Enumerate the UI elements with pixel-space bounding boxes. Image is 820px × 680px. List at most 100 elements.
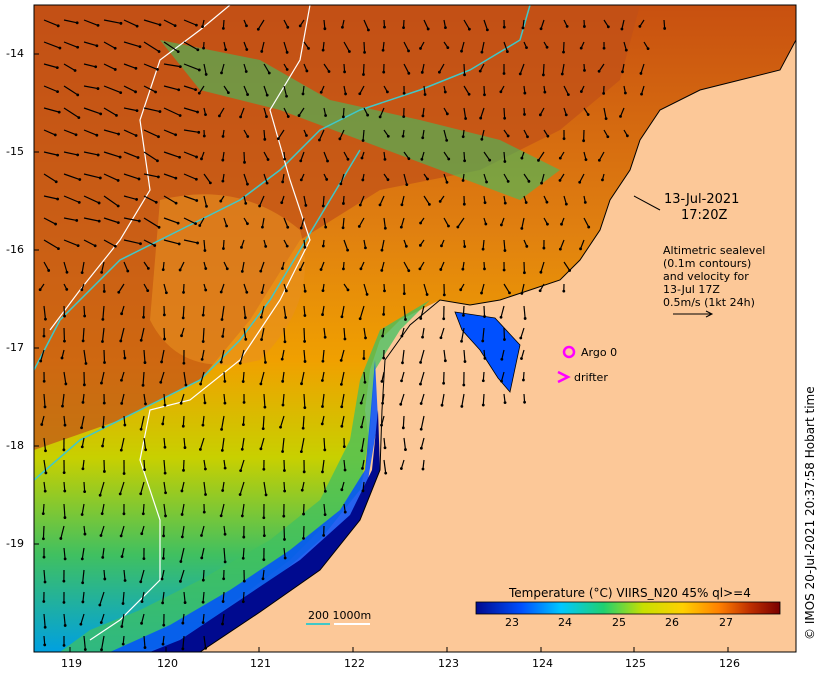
velocity-arrow [198, 85, 205, 94]
velocity-arrow [41, 415, 45, 425]
velocity-arrow [80, 415, 85, 428]
velocity-arrow-head [623, 91, 627, 95]
velocity-arrow [181, 525, 185, 538]
velocity-arrow-head [321, 313, 324, 316]
velocity-arrow-head [560, 222, 563, 226]
velocity-arrow-head [65, 288, 69, 291]
velocity-arrow-head [523, 317, 527, 320]
velocity-arrow-head [157, 50, 161, 53]
velocity-arrow-head [568, 269, 572, 272]
velocity-arrow [103, 173, 119, 181]
y-tick-label: -18 [6, 439, 24, 452]
velocity-arrow [260, 261, 265, 272]
velocity-arrow-head [508, 291, 511, 295]
velocity-arrow [123, 129, 137, 137]
velocity-arrow-head [117, 290, 121, 294]
velocity-arrow-head [360, 449, 364, 453]
velocity-arrow-head [224, 48, 228, 51]
velocity-arrow [223, 393, 226, 404]
velocity-arrow [503, 151, 506, 162]
velocity-arrow [203, 481, 207, 495]
velocity-arrow-head [219, 199, 223, 203]
velocity-arrow-head [461, 135, 465, 139]
velocity-arrow-head [646, 47, 650, 51]
colorbar [475, 601, 781, 615]
velocity-arrow-head [243, 316, 247, 320]
drifter-marker [557, 370, 571, 384]
velocity-arrow-head [438, 70, 441, 74]
velocity-arrow-head [579, 90, 583, 93]
velocity-arrow-head [80, 426, 83, 430]
velocity-arrow-head [361, 178, 365, 182]
velocity-arrow [123, 569, 126, 581]
velocity-arrow-head [399, 402, 403, 406]
velocity-arrow-head [41, 512, 45, 515]
velocity-arrow [420, 349, 425, 363]
velocity-arrow [220, 349, 225, 363]
velocity-arrow [183, 239, 198, 244]
colorbar-tick-label: 24 [558, 616, 572, 629]
velocity-arrow-head [362, 73, 365, 76]
velocity-arrow [242, 591, 245, 602]
velocity-arrow-head [386, 178, 390, 182]
velocity-arrow [100, 525, 105, 536]
velocity-arrow [101, 261, 105, 273]
velocity-arrow-head [156, 159, 159, 163]
velocity-arrow [482, 393, 485, 406]
velocity-arrow [241, 261, 245, 272]
velocity-arrow [183, 63, 200, 71]
velocity-arrow-head [115, 113, 118, 117]
velocity-arrow [300, 217, 305, 229]
velocity-arrow [422, 459, 425, 470]
velocity-arrow [199, 217, 205, 226]
velocity-arrow [243, 85, 249, 95]
velocity-arrow [123, 151, 139, 159]
velocity-arrow [81, 437, 85, 447]
velocity-arrow-head [538, 113, 542, 117]
velocity-arrow [362, 63, 365, 75]
velocity-arrow-head [83, 532, 87, 536]
velocity-arrow-head [177, 242, 181, 246]
velocity-arrow-head [103, 577, 107, 581]
velocity-arrow-head [325, 178, 329, 181]
velocity-arrow [118, 283, 125, 293]
velocity-arrow [423, 19, 429, 30]
velocity-arrow [43, 393, 46, 407]
velocity-arrow [183, 371, 187, 386]
velocity-arrow-head [357, 224, 361, 228]
velocity-arrow-head [483, 356, 487, 360]
velocity-arrow [221, 613, 225, 625]
velocity-arrow [463, 85, 470, 95]
velocity-arrow-head [118, 492, 122, 496]
velocity-arrow [463, 63, 466, 75]
velocity-arrow-head [402, 292, 406, 296]
velocity-arrow-head [524, 201, 528, 204]
velocity-arrow [283, 107, 289, 117]
velocity-arrow-head [421, 136, 425, 140]
velocity-arrow-head [61, 404, 64, 408]
velocity-arrow-head [286, 115, 290, 118]
velocity-arrow [323, 327, 326, 338]
velocity-arrow-head [163, 403, 167, 407]
velocity-arrow-head [163, 337, 166, 341]
velocity-arrow [263, 481, 267, 495]
velocity-arrow [261, 217, 265, 228]
velocity-arrow-head [640, 92, 643, 96]
velocity-arrow-head [154, 90, 157, 94]
velocity-arrow-head [340, 315, 344, 319]
velocity-arrow-head [297, 114, 301, 117]
velocity-arrow-head [503, 201, 507, 205]
velocity-arrow-head [419, 360, 422, 364]
velocity-arrow [123, 239, 141, 245]
velocity-arrow [483, 305, 486, 317]
x-tick-label: 125 [625, 657, 646, 670]
velocity-arrow [243, 283, 248, 293]
velocity-arrow [100, 635, 105, 650]
plot-frame [33, 4, 797, 653]
velocity-arrow [503, 393, 506, 403]
velocity-arrow-head [143, 646, 147, 649]
velocity-arrow-head [621, 70, 624, 74]
velocity-arrow [143, 85, 156, 93]
velocity-arrow [222, 19, 225, 29]
velocity-arrow [401, 349, 405, 363]
